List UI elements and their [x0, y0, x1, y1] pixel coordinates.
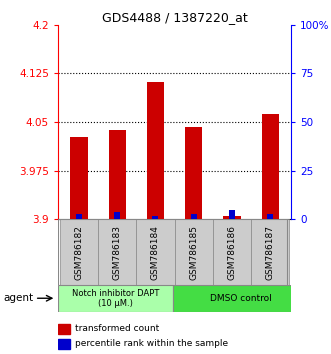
Text: GSM786185: GSM786185: [189, 225, 198, 280]
Bar: [147, 82, 164, 219]
Bar: [213, 219, 251, 285]
Bar: [229, 210, 235, 219]
Bar: [267, 214, 273, 219]
Text: transformed count: transformed count: [75, 324, 160, 333]
Bar: [136, 219, 175, 285]
Text: GSM786182: GSM786182: [74, 225, 83, 280]
Bar: [223, 216, 241, 219]
Bar: [191, 214, 197, 219]
Bar: [185, 127, 202, 219]
Title: GDS4488 / 1387220_at: GDS4488 / 1387220_at: [102, 11, 248, 24]
Bar: [251, 219, 289, 285]
Text: DMSO control: DMSO control: [210, 294, 271, 303]
Text: percentile rank within the sample: percentile rank within the sample: [75, 339, 228, 348]
Bar: [114, 212, 120, 219]
Text: GSM786187: GSM786187: [266, 225, 275, 280]
Bar: [173, 285, 308, 312]
Text: GSM786186: GSM786186: [227, 225, 236, 280]
Bar: [58, 324, 70, 334]
Bar: [153, 216, 159, 219]
Bar: [60, 219, 98, 285]
Bar: [175, 219, 213, 285]
Bar: [58, 285, 173, 312]
Bar: [76, 214, 82, 219]
Text: GSM786183: GSM786183: [113, 225, 122, 280]
Bar: [71, 137, 88, 219]
Bar: [261, 114, 279, 219]
Bar: [58, 339, 70, 349]
Bar: [109, 130, 126, 219]
Text: agent: agent: [3, 293, 33, 303]
Bar: [98, 219, 136, 285]
Text: GSM786184: GSM786184: [151, 225, 160, 280]
Text: Notch inhibitor DAPT
(10 μM.): Notch inhibitor DAPT (10 μM.): [71, 289, 159, 308]
